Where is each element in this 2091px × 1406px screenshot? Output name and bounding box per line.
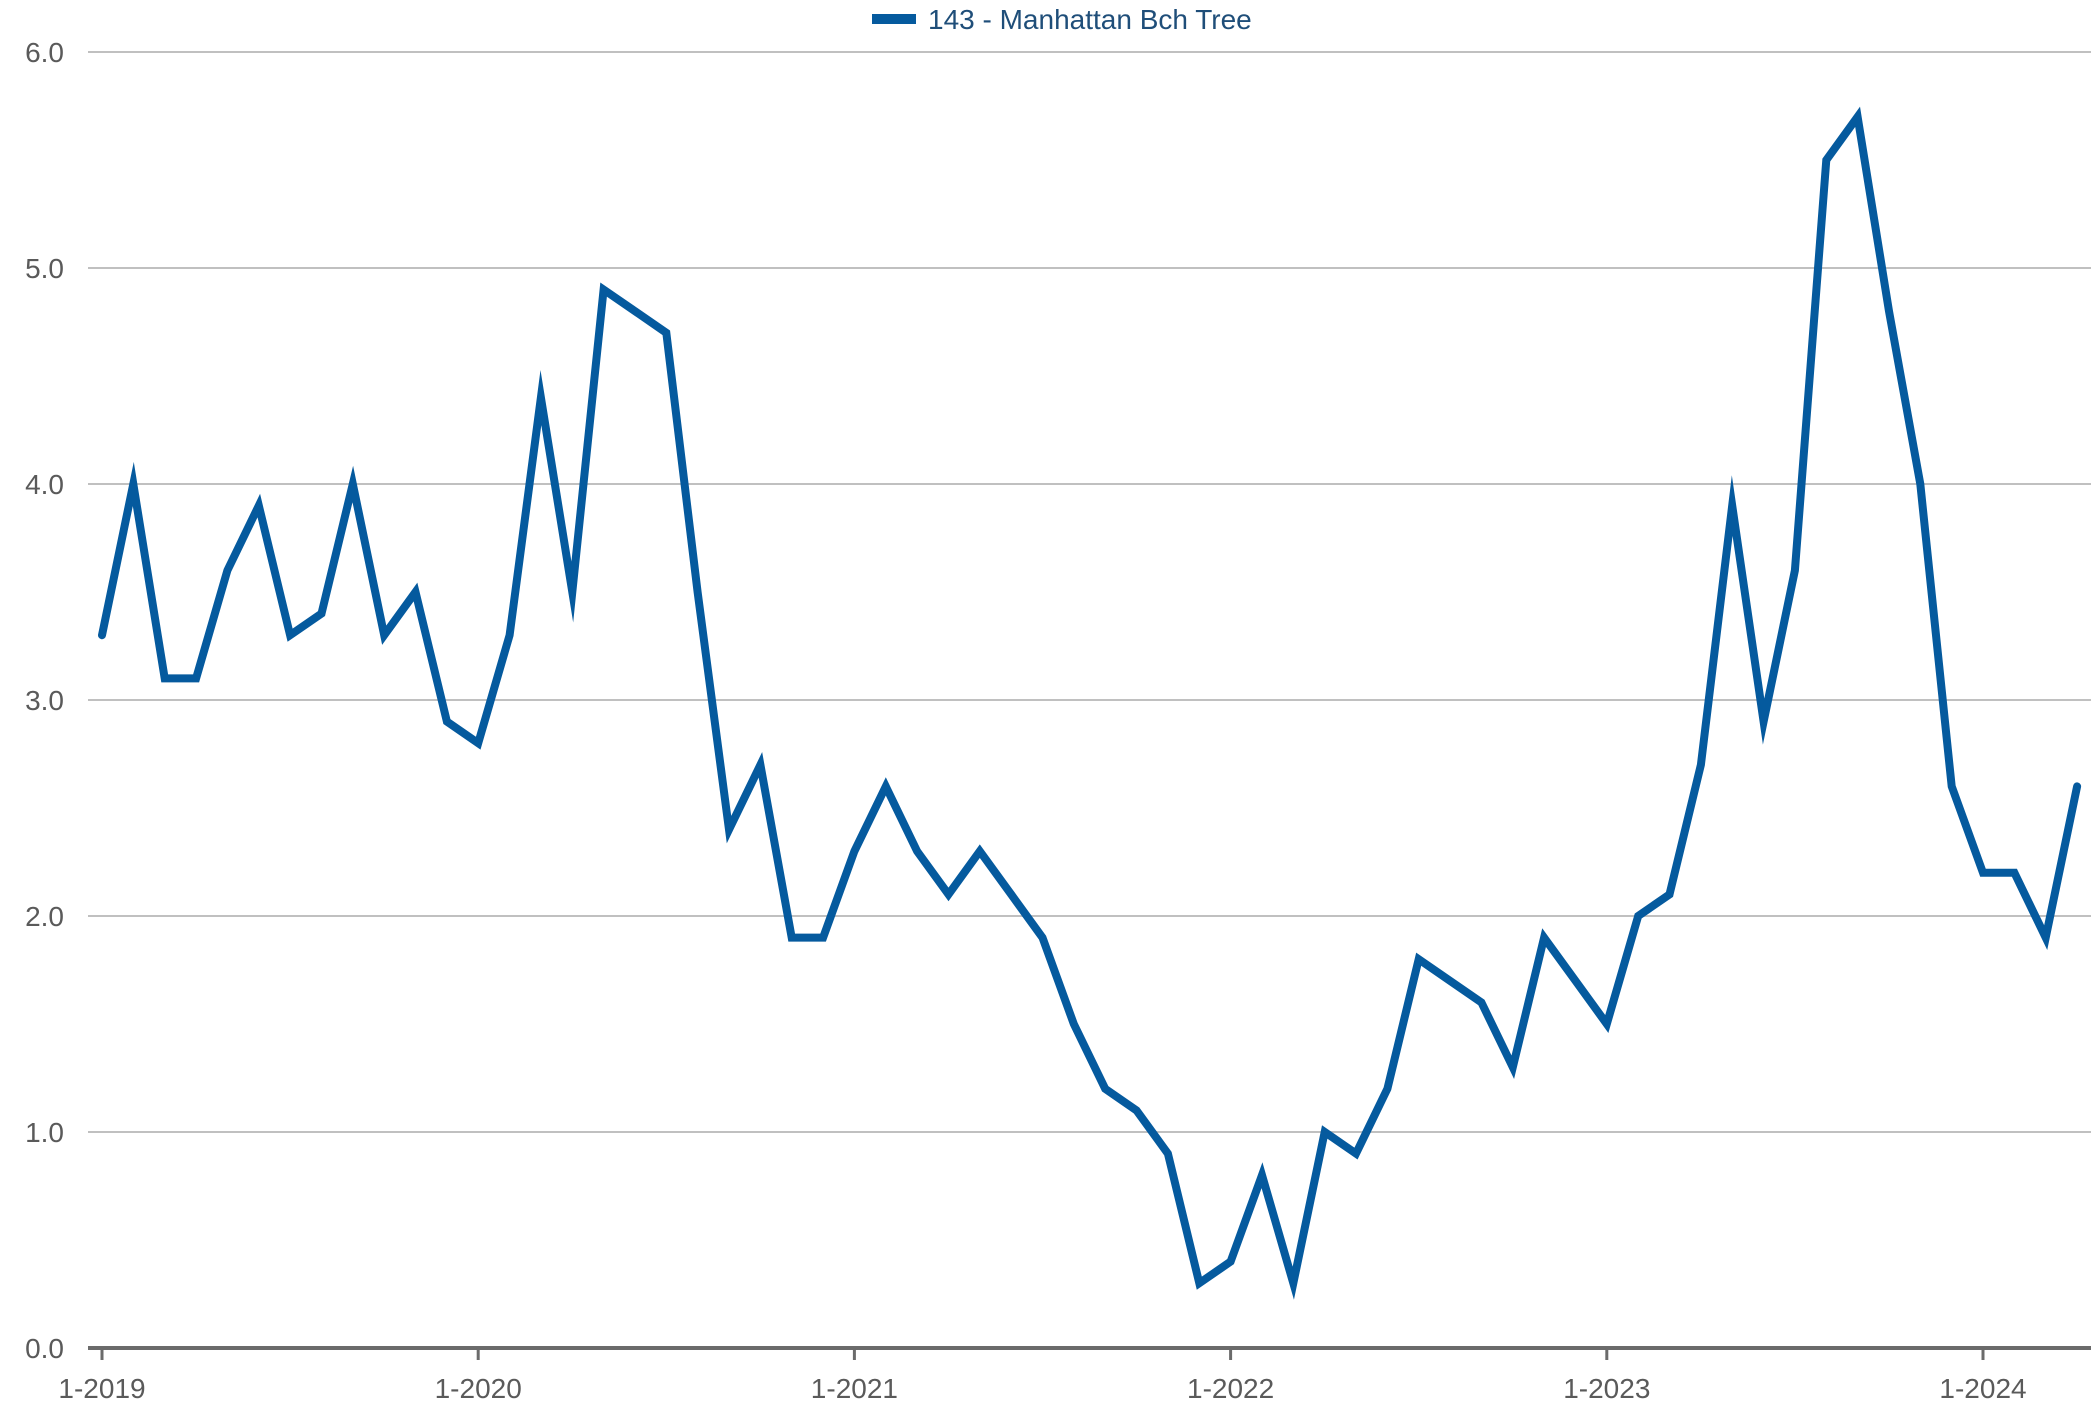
x-axis-ticks: 1-2019 1-2020 1-2021 1-2022 1-2023 1-2024 xyxy=(58,1348,2027,1404)
x-tick-label: 1-2022 xyxy=(1187,1373,1274,1404)
series-layer xyxy=(98,106,2082,1300)
legend-label: 143 - Manhattan Bch Tree xyxy=(928,4,1252,35)
x-tick-label: 1-2024 xyxy=(1939,1373,2026,1404)
x-tick-label: 1-2020 xyxy=(435,1373,522,1404)
y-tick-label: 4.0 xyxy=(25,469,64,500)
series-line xyxy=(98,106,2082,1300)
gridlines xyxy=(88,51,2091,1133)
x-tick-label: 1-2021 xyxy=(811,1373,898,1404)
legend: 143 - Manhattan Bch Tree xyxy=(872,4,1252,35)
y-tick-label: 5.0 xyxy=(25,253,64,284)
y-tick-label: 1.0 xyxy=(25,1117,64,1148)
y-tick-label: 6.0 xyxy=(25,37,64,68)
y-tick-label: 2.0 xyxy=(25,901,64,932)
y-tick-label: 3.0 xyxy=(25,685,64,716)
y-tick-label: 0.0 xyxy=(25,1333,64,1364)
x-tick-label: 1-2023 xyxy=(1563,1373,1650,1404)
y-axis-ticks: 0.0 1.0 2.0 3.0 4.0 5.0 6.0 xyxy=(25,37,64,1364)
legend-swatch xyxy=(872,14,916,24)
x-tick-label: 1-2019 xyxy=(58,1373,145,1404)
